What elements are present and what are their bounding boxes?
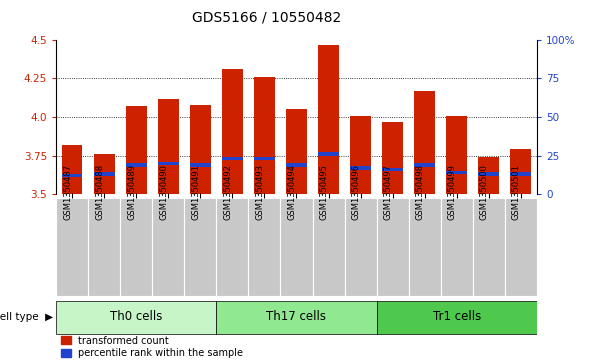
Bar — [478, 157, 499, 194]
Bar — [56, 198, 88, 296]
Bar — [62, 174, 83, 178]
Bar — [318, 152, 339, 156]
Bar — [382, 168, 403, 171]
Bar — [478, 172, 499, 176]
Bar — [126, 106, 146, 194]
Bar — [152, 198, 184, 296]
Bar — [382, 122, 403, 194]
Bar — [409, 198, 441, 296]
Bar — [447, 115, 467, 194]
Bar — [217, 301, 376, 334]
Bar — [447, 171, 467, 174]
Bar — [376, 301, 537, 334]
Bar — [120, 198, 152, 296]
Bar — [441, 198, 473, 296]
Text: Th0 cells: Th0 cells — [110, 310, 162, 323]
Bar — [510, 150, 531, 194]
Bar — [158, 162, 179, 165]
Bar — [94, 172, 114, 176]
Text: cell type  ▶: cell type ▶ — [0, 312, 53, 322]
Bar — [56, 301, 217, 334]
Text: GDS5166 / 10550482: GDS5166 / 10550482 — [192, 11, 342, 25]
Bar — [190, 163, 211, 167]
Bar — [473, 198, 505, 296]
Bar — [286, 163, 307, 167]
Bar — [126, 163, 146, 167]
Bar — [376, 198, 409, 296]
Bar — [254, 157, 275, 160]
Bar — [313, 198, 345, 296]
Bar — [286, 109, 307, 194]
Bar — [184, 198, 217, 296]
Text: Th17 cells: Th17 cells — [267, 310, 326, 323]
Bar — [510, 172, 531, 176]
Bar — [217, 198, 248, 296]
Bar — [350, 166, 371, 170]
Bar — [222, 157, 242, 160]
Bar — [318, 45, 339, 194]
Bar — [94, 154, 114, 194]
Bar — [350, 115, 371, 194]
Bar — [414, 91, 435, 194]
Bar — [62, 145, 83, 194]
Bar — [414, 163, 435, 167]
Bar — [345, 198, 376, 296]
Bar — [158, 98, 179, 194]
Bar — [505, 198, 537, 296]
Text: Tr1 cells: Tr1 cells — [432, 310, 481, 323]
Bar — [190, 105, 211, 194]
Bar — [254, 77, 275, 194]
Legend: transformed count, percentile rank within the sample: transformed count, percentile rank withi… — [61, 336, 244, 358]
Bar — [248, 198, 280, 296]
Bar — [88, 198, 120, 296]
Bar — [280, 198, 313, 296]
Bar — [222, 69, 242, 194]
